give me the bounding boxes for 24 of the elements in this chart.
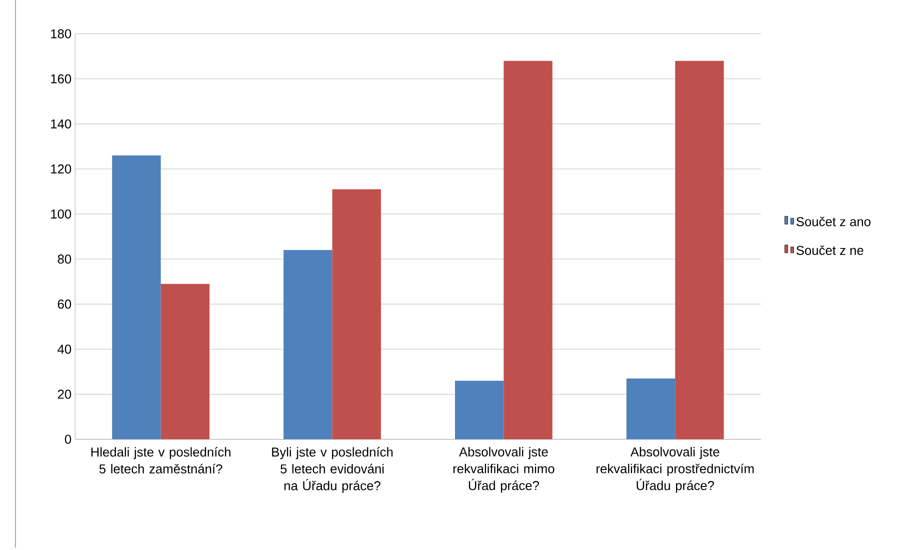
bar xyxy=(284,250,332,440)
x-tick-label: Absolvovali jste rekvalifikaci mimo Úřad práce? xyxy=(453,447,554,493)
y-tick-label: 140 xyxy=(51,120,72,129)
bar xyxy=(112,156,161,440)
y-tick-label: 160 xyxy=(51,74,72,84)
y-tick-label: 100 xyxy=(51,210,72,219)
bar xyxy=(332,189,381,440)
y-tick-label: 0 xyxy=(64,434,72,444)
x-tick-label: Absolvovali jste rekvalifikaci prostřednictvím Úřadu práce? xyxy=(596,447,754,493)
bar xyxy=(454,380,504,440)
y-tick-label: 180 xyxy=(51,29,72,39)
y-tick-label: 120 xyxy=(51,164,72,174)
bar xyxy=(504,61,552,440)
y-tick-label: 40 xyxy=(58,344,72,354)
x-tick-label: Byli jste v posledních 5 letech evidováni na Úřadu práce? xyxy=(272,447,393,494)
x-tick-label: Hledali jste v posledních 5 letech zaměstnání? xyxy=(91,447,230,474)
legend-label: Součet z ne xyxy=(796,246,864,256)
y-tick-label: 80 xyxy=(58,254,72,264)
bar xyxy=(160,284,210,440)
bar xyxy=(675,61,724,440)
bar xyxy=(626,378,676,440)
legend-label: Součet z ano xyxy=(796,216,870,226)
y-tick-label: 60 xyxy=(58,300,72,309)
y-tick-label: 20 xyxy=(58,390,72,399)
